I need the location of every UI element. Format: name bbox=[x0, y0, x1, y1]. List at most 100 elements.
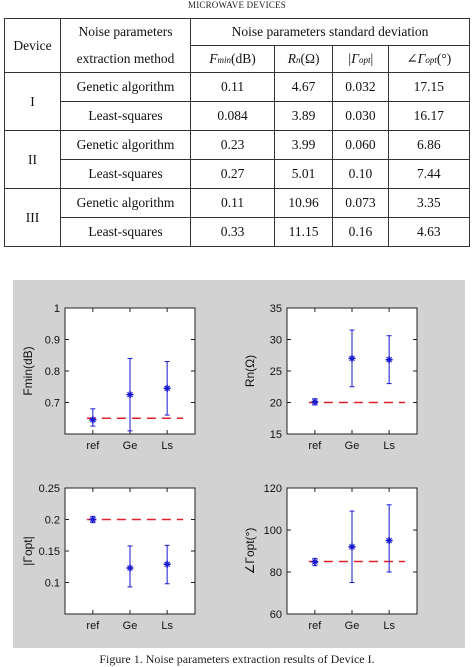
y-tick-label: 80 bbox=[270, 567, 282, 579]
y-axis-label: Rn(Ω) bbox=[243, 355, 257, 387]
table-row: Least-squares 0.33 11.15 0.16 4.63 bbox=[5, 217, 471, 247]
x-tick-label: ref bbox=[86, 440, 100, 452]
x-tick-label: ref bbox=[86, 620, 100, 632]
noise-parameters-table: Device Noise parameters Noise parameters… bbox=[4, 18, 471, 247]
value-cell: 5.01 bbox=[274, 159, 334, 189]
x-tick-label: Ge bbox=[123, 620, 138, 632]
y-tick-label: 35 bbox=[270, 303, 282, 315]
data-point bbox=[127, 565, 133, 571]
value-cell: 0.073 bbox=[332, 188, 389, 218]
value-cell: 3.89 bbox=[274, 101, 334, 131]
y-tick-label: 0.8 bbox=[45, 366, 60, 378]
y-tick-label: 0.7 bbox=[45, 398, 60, 410]
x-tick-label: Ge bbox=[345, 440, 360, 452]
value-cell: 16.17 bbox=[387, 101, 471, 131]
header-gopt-mag: |Γopt| bbox=[332, 45, 389, 73]
data-point bbox=[89, 516, 96, 523]
value-cell: 0.33 bbox=[189, 217, 276, 247]
method-cell: Genetic algorithm bbox=[60, 72, 191, 102]
y-tick-label: 0.9 bbox=[45, 335, 60, 347]
y-tick-label: 15 bbox=[270, 429, 282, 441]
data-point bbox=[127, 391, 133, 398]
table-row: Least-squares 0.27 5.01 0.10 7.44 bbox=[5, 159, 471, 189]
value-cell: 3.99 bbox=[274, 130, 334, 160]
data-point bbox=[386, 537, 393, 544]
data-point bbox=[349, 355, 355, 362]
y-tick-label: 20 bbox=[270, 398, 282, 410]
method-cell: Least-squares bbox=[60, 159, 191, 189]
method-cell: Least-squares bbox=[60, 217, 191, 247]
header-std: Noise parameters standard deviation bbox=[190, 18, 470, 46]
method-cell: Genetic algorithm bbox=[60, 130, 191, 160]
x-tick-label: Ls bbox=[383, 440, 395, 452]
data-point bbox=[386, 356, 393, 363]
table-row: II Genetic algorithm 0.23 3.99 0.060 6.8… bbox=[4, 130, 471, 189]
value-cell: 11.15 bbox=[274, 217, 334, 247]
y-tick-label: 0.2 bbox=[45, 515, 60, 527]
value-cell: 0.030 bbox=[332, 101, 389, 131]
figure-panel-grid: 0.7 0.8 0.9 1 ref Ge Ls Fmin(dB) 15 20 25 30 35 ref G… bbox=[13, 280, 465, 648]
y-tick-label: 100 bbox=[264, 525, 282, 537]
value-cell: 4.63 bbox=[387, 217, 471, 247]
y-tick-label: 0.1 bbox=[45, 578, 60, 590]
value-cell: 4.67 bbox=[274, 72, 334, 102]
value-cell: 0.084 bbox=[189, 101, 276, 131]
value-cell: 0.11 bbox=[189, 188, 276, 218]
data-point bbox=[349, 543, 355, 550]
value-cell: 0.10 bbox=[332, 159, 389, 189]
method-cell: Genetic algorithm bbox=[60, 188, 191, 218]
y-tick-label: 0.15 bbox=[39, 546, 60, 558]
y-tick-label: 0.25 bbox=[39, 483, 60, 495]
y-tick-label: 60 bbox=[270, 609, 282, 621]
header-method-line1: Noise parameters bbox=[60, 18, 191, 46]
value-cell: 3.35 bbox=[387, 188, 471, 218]
chart-gopt-mag: 0.1 0.15 0.2 0.25 ref Ge Ls |Γopt| bbox=[21, 483, 196, 632]
method-cell: Least-squares bbox=[60, 101, 191, 131]
header-fmin: Fmin(dB) bbox=[189, 45, 276, 73]
figure-caption: Figure 1. Noise parameters extraction re… bbox=[99, 652, 375, 666]
value-cell: 17.15 bbox=[387, 72, 471, 102]
x-tick-label: Ge bbox=[345, 620, 360, 632]
data-point bbox=[164, 385, 171, 392]
x-tick-label: Ls bbox=[161, 620, 173, 632]
chart-gopt-angle: 60 80 100 120 ref Ge Ls ∠Γopt(°) bbox=[243, 483, 418, 632]
x-tick-label: Ge bbox=[123, 440, 138, 452]
value-cell: 0.032 bbox=[332, 72, 389, 102]
data-point bbox=[311, 398, 318, 405]
value-cell: 0.060 bbox=[332, 130, 389, 160]
data-point bbox=[164, 561, 171, 568]
table-row: I Genetic algorithm 0.11 4.67 0.032 17.1… bbox=[4, 72, 471, 131]
y-axis-label: ∠Γopt(°) bbox=[243, 528, 257, 575]
y-tick-label: 1 bbox=[54, 303, 60, 315]
header-method-line2: extraction method bbox=[60, 45, 191, 73]
x-tick-label: Ls bbox=[161, 440, 173, 452]
data-point bbox=[311, 559, 318, 565]
value-cell: 0.23 bbox=[189, 130, 276, 160]
header-rn: Rn(Ω) bbox=[274, 45, 334, 73]
y-tick-label: 30 bbox=[270, 335, 282, 347]
y-tick-label: 25 bbox=[270, 366, 282, 378]
data-point bbox=[89, 416, 96, 423]
value-cell: 0.11 bbox=[189, 72, 276, 102]
value-cell: 0.16 bbox=[332, 217, 389, 247]
header-device: Device bbox=[4, 18, 61, 73]
y-axis-label: |Γopt| bbox=[21, 536, 35, 566]
y-axis-label: Fmin(dB) bbox=[21, 346, 35, 395]
x-tick-label: Ls bbox=[383, 620, 395, 632]
value-cell: 6.86 bbox=[387, 130, 471, 160]
value-cell: 10.96 bbox=[274, 188, 334, 218]
device-cell: I bbox=[4, 72, 61, 131]
device-cell: II bbox=[4, 130, 61, 189]
table-caption: MICROWAVE DEVICES bbox=[188, 0, 286, 10]
value-cell: 0.27 bbox=[189, 159, 276, 189]
table-row: Least-squares 0.084 3.89 0.030 16.17 bbox=[5, 101, 471, 131]
table-row: III Genetic algorithm 0.11 10.96 0.073 3… bbox=[4, 188, 471, 247]
chart-rn: 15 20 25 30 35 ref Ge Ls Rn(Ω) bbox=[243, 303, 418, 452]
x-tick-label: ref bbox=[308, 620, 322, 632]
chart-fmin: 0.7 0.8 0.9 1 ref Ge Ls Fmin(dB) bbox=[21, 303, 196, 452]
device-cell: III bbox=[4, 188, 61, 247]
x-tick-label: ref bbox=[308, 440, 322, 452]
value-cell: 7.44 bbox=[387, 159, 471, 189]
y-tick-label: 120 bbox=[264, 483, 282, 495]
header-gopt-angle: ∠Γopt(°) bbox=[387, 45, 471, 73]
